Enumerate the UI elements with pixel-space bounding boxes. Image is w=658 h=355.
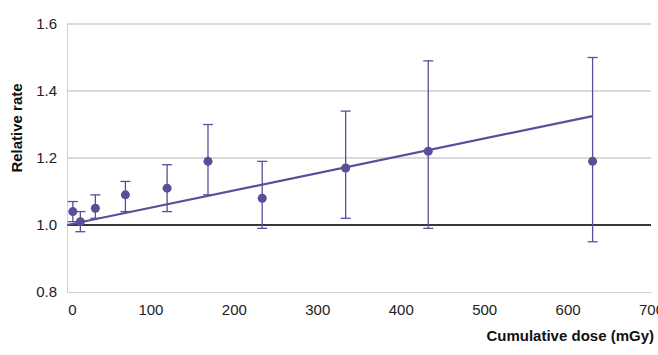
- error-bar-stem: [592, 58, 593, 242]
- error-bar-cap: [75, 231, 85, 232]
- error-bar-cap: [162, 164, 172, 165]
- x-tick: 500: [472, 292, 497, 318]
- y-axis-line: [67, 25, 68, 293]
- grid-line: [67, 91, 651, 92]
- x-tick: 100: [138, 292, 163, 318]
- error-bar-cap: [341, 110, 351, 111]
- grid-line: [67, 24, 651, 25]
- error-bar: [588, 58, 598, 242]
- y-tick-label: 1.2: [36, 149, 57, 166]
- x-tick-label: 200: [222, 301, 247, 318]
- baseline: [67, 224, 651, 225]
- x-tick-label: 0: [68, 301, 76, 318]
- error-bar-cap: [588, 57, 598, 58]
- error-bar-cap: [75, 211, 85, 212]
- y-tick: 0.8: [36, 283, 67, 300]
- error-bar-stem: [428, 61, 429, 229]
- x-tick-label: 400: [389, 301, 414, 318]
- x-axis: 0 100 200 300 400 500 600 700: [68, 292, 658, 318]
- error-bar-cap: [341, 218, 351, 219]
- y-tick-label: 1.0: [36, 216, 57, 233]
- data: [67, 58, 598, 242]
- x-tick-label: 500: [472, 301, 497, 318]
- error-bar-cap: [423, 60, 433, 61]
- x-tick: 400: [389, 292, 414, 318]
- chart: 0.8 1.0 1.2 1.4 1.6 0 100 200 300 400 500 600 700 Rel…: [0, 0, 658, 355]
- grid-line: [67, 158, 651, 159]
- y-tick: 1.4: [36, 82, 67, 99]
- x-tick-label: 300: [305, 301, 330, 318]
- y-tick: 1.2: [36, 149, 67, 166]
- error-bar-cap: [423, 228, 433, 229]
- error-bar-cap: [257, 161, 267, 162]
- x-tick: 0: [68, 292, 77, 318]
- error-bar: [341, 111, 351, 218]
- x-tick-label: 100: [138, 301, 163, 318]
- y-tick-label: 1.6: [36, 15, 57, 32]
- point: [91, 204, 100, 213]
- point: [121, 190, 130, 199]
- x-tick: 600: [556, 292, 581, 318]
- error-bar: [257, 161, 267, 228]
- point: [258, 194, 267, 203]
- error-bar-cap: [203, 124, 213, 125]
- error-bar: [120, 181, 130, 211]
- fit-line: [67, 116, 593, 225]
- x-tick-label: 600: [556, 301, 581, 318]
- error-bar: [203, 125, 213, 195]
- error-bar-cap: [162, 211, 172, 212]
- point: [588, 157, 597, 166]
- error-bar: [90, 195, 100, 218]
- error-bar-cap: [257, 228, 267, 229]
- y-axis: 0.8 1.0 1.2 1.4 1.6: [36, 15, 67, 300]
- x-tick-label: 700: [639, 301, 658, 318]
- y-tick: 1.6: [36, 15, 67, 32]
- y-axis-title: Relative rate: [8, 83, 25, 172]
- error-bar-cap: [120, 181, 130, 182]
- error-bar: [423, 61, 433, 229]
- error-bar-cap: [588, 241, 598, 242]
- y-tick-label: 1.4: [36, 82, 57, 99]
- y-tick: 1.0: [36, 216, 67, 233]
- x-tick: 700: [639, 292, 658, 318]
- x-axis-title: Cumulative dose (mGy): [486, 327, 654, 344]
- plot: 0.8 1.0 1.2 1.4 1.6 0 100 200 300 400 500 600 700: [36, 15, 658, 317]
- x-tick: 300: [305, 292, 330, 318]
- x-tick: 200: [222, 292, 247, 318]
- grid-line: [67, 225, 651, 226]
- grid: [67, 24, 651, 225]
- point: [163, 184, 172, 193]
- y-tick-label: 0.8: [36, 283, 57, 300]
- point: [203, 157, 212, 166]
- error-bar-cap: [90, 194, 100, 195]
- x-axis-line: [68, 292, 652, 293]
- error-bar-cap: [68, 201, 78, 202]
